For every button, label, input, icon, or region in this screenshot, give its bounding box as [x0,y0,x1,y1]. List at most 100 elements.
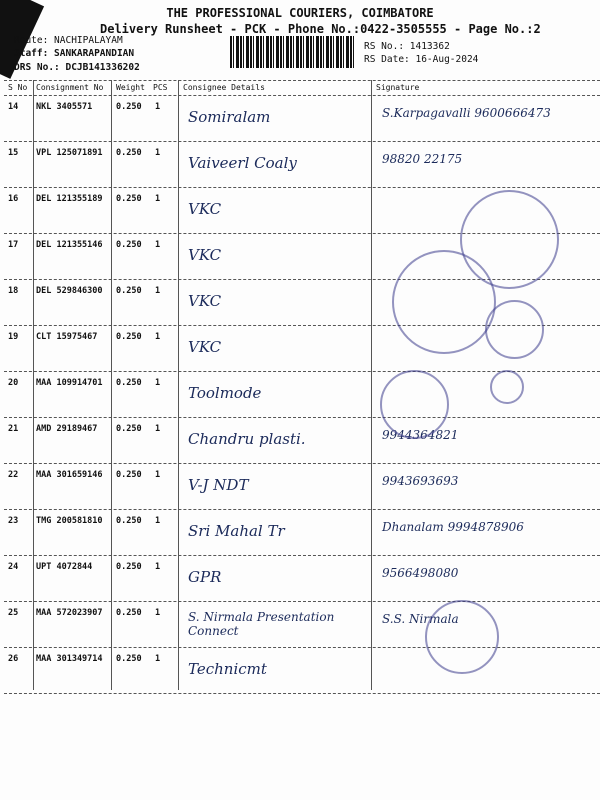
pieces: 1 [155,240,161,250]
pieces: 1 [155,378,161,388]
company-stamp [392,250,496,354]
serial-number: 26 [8,654,19,664]
row-divider [4,509,600,510]
signature-handwritten: S.Karpagavalli 9600666473 [382,106,551,120]
consignee-handwritten: VKC [188,200,222,218]
serial-number: 20 [8,378,19,388]
barcode [230,36,356,68]
table-row: 26 MAA 301349714 0.250 1 Technicmt [0,648,600,694]
serial-number: 23 [8,516,19,526]
rs-number: RS No.: 1413362 [364,41,450,52]
row-divider [4,325,600,326]
col-consignment: Consignment No [36,83,104,92]
weight: 0.250 [116,240,142,250]
weight: 0.250 [116,332,142,342]
pieces: 1 [155,332,161,342]
consignment-number: VPL 125071891 [36,148,103,158]
consignee-handwritten: VKC [188,338,222,356]
route: Route: NACHIPALAYAM [14,35,123,46]
consignee-handwritten: Toolmode [188,384,262,402]
weight: 0.250 [116,378,142,388]
drs-number: DRS No.: DCJB141336202 [14,62,140,73]
consignment-number: MAA 572023907 [36,608,103,618]
weight: 0.250 [116,194,142,204]
serial-number: 21 [8,424,19,434]
table-row: 20 MAA 109914701 0.250 1 Toolmode [0,372,600,418]
serial-number: 16 [8,194,19,204]
row-divider [4,187,600,188]
staff: Staff: SANKARAPANDIAN [14,48,135,59]
table-row: 23 TMG 200581810 0.250 1 Sri Mahal Tr Dhanala… [0,510,600,556]
row-divider [4,279,600,280]
row-divider [4,555,600,556]
pieces: 1 [155,148,161,158]
weight: 0.250 [116,286,142,296]
runsheet-subtitle: Delivery Runsheet - PCK - Phone No.:0422… [100,22,541,36]
signature-handwritten: 9943693693 [382,474,459,488]
company-stamp [425,600,499,674]
weight: 0.250 [116,148,142,158]
consignee-handwritten: VKC [188,246,222,264]
signature-handwritten: 9566498080 [382,566,459,580]
consignee-handwritten: Vaiveerl Coaly [188,154,297,172]
consignee-handwritten: S. Nirmala Presentation Connect [188,610,335,638]
signature-handwritten: Dhanalam 9994878906 [382,520,524,534]
company-stamp [490,370,524,404]
company-stamp [485,300,544,359]
serial-number: 15 [8,148,19,158]
consignment-number: DEL 529846300 [36,286,103,296]
table-row: 19 CLT 15975467 0.250 1 VKC [0,326,600,372]
row-divider [4,371,600,372]
consignment-number: UPT 4072844 [36,562,93,572]
weight: 0.250 [116,424,142,434]
weight: 0.250 [116,470,142,480]
serial-number: 19 [8,332,19,342]
weight: 0.250 [116,516,142,526]
col-weight: Weight [116,83,145,92]
row-divider [4,417,600,418]
table-row: 22 MAA 301659146 0.250 1 V-J NDT 9943693693 [0,464,600,510]
consignment-number: MAA 301659146 [36,470,103,480]
consignee-handwritten: Chandru plasti. [188,430,306,448]
pieces: 1 [155,608,161,618]
consignee-handwritten: GPR [188,568,222,586]
table-row: 17 DEL 121355146 0.250 1 VKC [0,234,600,280]
pieces: 1 [155,102,161,112]
table-row: 15 VPL 125071891 0.250 1 Vaiveerl Coaly 98820… [0,142,600,188]
serial-number: 14 [8,102,19,112]
serial-number: 18 [8,286,19,296]
consignment-number: MAA 301349714 [36,654,103,664]
table-row: 18 DEL 529846300 0.250 1 VKC [0,280,600,326]
consignee-handwritten: Sri Mahal Tr [188,522,285,540]
row-divider [4,647,600,648]
col-consignee: Consignee Details [183,83,265,92]
consignment-number: CLT 15975467 [36,332,98,342]
row-divider [4,463,600,464]
company-stamp [460,190,559,289]
weight: 0.250 [116,608,142,618]
row-divider [4,601,600,602]
pieces: 1 [155,516,161,526]
table-row: 16 DEL 121355189 0.250 1 VKC [0,188,600,234]
weight: 0.250 [116,654,142,664]
consignment-number: NKL 3405571 [36,102,93,112]
signature-handwritten: 98820 22175 [382,152,463,166]
row-divider [4,141,600,142]
serial-number: 25 [8,608,19,618]
serial-number: 24 [8,562,19,572]
weight: 0.250 [116,102,142,112]
pieces: 1 [155,194,161,204]
col-signature: Signature [376,83,420,92]
consignee-handwritten: Technicmt [188,660,267,678]
consignment-number: AMD 29189467 [36,424,98,434]
serial-number: 22 [8,470,19,480]
company-stamp [380,370,449,439]
consignment-number: MAA 109914701 [36,378,103,388]
consignment-number: DEL 121355189 [36,194,103,204]
table-row: 21 AMD 29189467 0.250 1 Chandru plasti. 99443… [0,418,600,464]
pieces: 1 [155,424,161,434]
consignee-handwritten: Somiralam [188,108,271,126]
table-row: 14 NKL 3405571 0.250 1 Somiralam S.Karpagaval… [0,96,600,142]
company-title: THE PROFESSIONAL COURIERS, COIMBATORE [166,6,434,20]
row-divider [4,693,600,694]
